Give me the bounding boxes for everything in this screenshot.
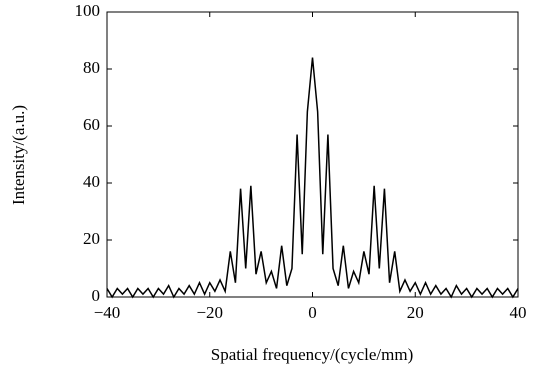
y-tick-label: 60 <box>83 115 100 134</box>
data-line <box>106 57 519 299</box>
y-tick-label: 80 <box>83 58 100 77</box>
y-tick-label: 100 <box>75 1 101 20</box>
x-tick-label: 40 <box>510 303 527 322</box>
plot-frame <box>106 11 519 298</box>
x-tick-label: 20 <box>407 303 424 322</box>
y-tick-label: 40 <box>83 172 100 191</box>
y-tick-label: 0 <box>92 286 101 305</box>
x-tick-label: 0 <box>308 303 317 322</box>
x-tick-label: −40 <box>94 303 121 322</box>
y-tick-label: 20 <box>83 229 100 248</box>
x-tick-label: −20 <box>196 303 223 322</box>
y-axis-label: Intensity/(a.u.) <box>9 105 28 205</box>
x-axis-label: Spatial frequency/(cycle/mm) <box>211 345 414 364</box>
